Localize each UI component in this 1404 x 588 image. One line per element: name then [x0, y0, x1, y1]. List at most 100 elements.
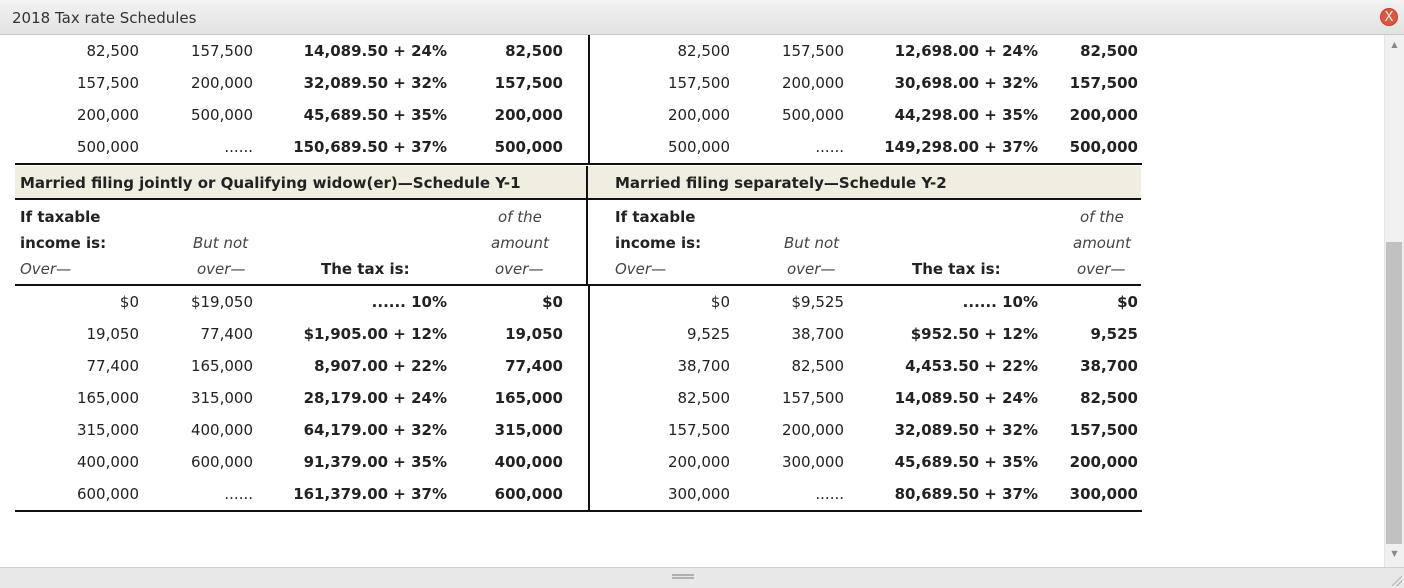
amount-over: 82,500 — [1080, 42, 1138, 60]
amount-over: 157,500 — [494, 74, 563, 92]
income-not-over: 600,000 — [190, 453, 253, 471]
tax-amount: $952.50 + 12% — [910, 325, 1038, 343]
amount-over: 157,500 — [1069, 74, 1138, 92]
tax-amount: ...... 10% — [371, 293, 447, 311]
income-over: 9,525 — [588, 318, 730, 350]
income-over: 157,500 — [588, 414, 730, 446]
amount-over: 600,000 — [447, 478, 589, 512]
amount-over: 157,500 — [1069, 421, 1138, 439]
tax-amount: 91,379.00 + 35% — [303, 453, 447, 471]
amount-over: 400,000 — [494, 453, 563, 471]
header-over2: over— — [787, 260, 836, 278]
amount-over: 315,000 — [494, 421, 563, 439]
income-not-over: 38,700 — [791, 325, 845, 343]
schedule-y2-title: Married filing separately—Schedule Y-2 — [615, 174, 947, 192]
amount-over: 200,000 — [1069, 106, 1138, 124]
header-over: Over— — [615, 260, 667, 278]
income-over: 19,050 — [86, 325, 140, 343]
table-row: $0 $19,050 ...... 10% $0 $0 $9,525 ...... 10% $… — [15, 286, 1142, 318]
status-bar — [0, 567, 1404, 588]
income-over: 400,000 — [76, 453, 139, 471]
income-over: 157,500 — [76, 74, 139, 92]
income-over: 200,000 — [76, 106, 139, 124]
income-over: 38,700 — [588, 350, 730, 382]
amount-over: 82,500 — [1080, 389, 1138, 407]
header-of-the: of the — [498, 208, 542, 226]
tax-amount: 30,698.00 + 32% — [894, 74, 1038, 92]
tax-amount: 44,298.00 + 35% — [894, 106, 1038, 124]
amount-over: 200,000 — [494, 106, 563, 124]
income-over: 82,500 — [86, 42, 140, 60]
tax-amount: $1,905.00 + 12% — [303, 325, 447, 343]
income-not-over: 157,500 — [190, 42, 253, 60]
tax-amount: 14,089.50 + 24% — [303, 42, 447, 60]
table-row: 400,000 600,000 91,379.00 + 35% 400,000 200,… — [15, 446, 1142, 478]
scroll-thumb[interactable] — [1386, 242, 1402, 544]
amount-over: 165,000 — [494, 389, 563, 407]
income-over: 200,000 — [588, 99, 730, 131]
header-over3: over— — [1077, 260, 1126, 278]
close-icon[interactable]: X — [1380, 8, 1398, 26]
income-not-over: ...... — [139, 131, 253, 165]
amount-over: 9,525 — [1090, 325, 1138, 343]
tax-amount: 12,698.00 + 24% — [894, 42, 1038, 60]
income-not-over: 300,000 — [781, 453, 844, 471]
table-row: 315,000 400,000 64,179.00 + 32% 315,000 157,… — [15, 414, 1142, 446]
column-divider — [586, 200, 588, 286]
tax-amount: ...... 10% — [962, 293, 1038, 311]
tax-amount: 161,379.00 + 37% — [253, 478, 447, 512]
amount-over: 82,500 — [505, 42, 563, 60]
income-not-over: ...... — [139, 478, 253, 512]
amount-over: 200,000 — [1069, 453, 1138, 471]
tax-amount: 28,179.00 + 24% — [303, 389, 447, 407]
income-over: 300,000 — [588, 478, 730, 512]
amount-over: $0 — [1117, 293, 1138, 311]
income-over: 315,000 — [76, 421, 139, 439]
income-not-over: 500,000 — [190, 106, 253, 124]
table-row: 500,000...... 150,689.50 + 37% 500,000 500,… — [15, 131, 1142, 165]
income-over: $0 — [119, 293, 139, 311]
income-not-over: 400,000 — [190, 421, 253, 439]
bottom-schedule-table: $0 $19,050 ...... 10% $0 $0 $9,525 ...... 10% $… — [15, 286, 1142, 512]
scroll-down-icon[interactable]: ▼ — [1391, 549, 1398, 558]
top-schedule-table: 82,500 157,500 14,089.50 + 24% 82,500 82,500… — [15, 35, 1142, 165]
income-not-over: 500,000 — [781, 106, 844, 124]
column-divider — [586, 166, 588, 200]
header-amount: amount — [1073, 234, 1131, 252]
income-over: 157,500 — [588, 67, 730, 99]
resize-handle-icon[interactable] — [1390, 574, 1402, 586]
tax-amount: 80,689.50 + 37% — [844, 478, 1038, 512]
income-not-over: $9,525 — [791, 293, 845, 311]
tax-amount: 8,907.00 + 22% — [314, 357, 447, 375]
header-tax-is: The tax is: — [321, 260, 410, 278]
income-not-over: 200,000 — [781, 74, 844, 92]
income-not-over: $19,050 — [190, 293, 253, 311]
table-row: 600,000...... 161,379.00 + 37% 600,000 300,… — [15, 478, 1142, 512]
amount-over: 77,400 — [505, 357, 563, 375]
scroll-up-icon[interactable]: ▲ — [1391, 40, 1398, 49]
income-over: 82,500 — [588, 35, 730, 67]
header-over3: over— — [495, 260, 544, 278]
header-income-is: income is: — [20, 234, 107, 252]
header-amount: amount — [491, 234, 549, 252]
schedule-header-band: Married filing jointly or Qualifying wid… — [15, 166, 1141, 200]
drag-grip-icon[interactable] — [672, 574, 694, 579]
income-over: 600,000 — [15, 478, 139, 512]
vertical-scrollbar[interactable]: ▲ ▼ — [1384, 35, 1404, 567]
income-not-over: 165,000 — [190, 357, 253, 375]
header-if-taxable: If taxable — [20, 208, 101, 226]
income-over: 82,500 — [588, 382, 730, 414]
tax-amount: 14,089.50 + 24% — [894, 389, 1038, 407]
header-over: Over— — [20, 260, 72, 278]
tax-amount: 45,689.50 + 35% — [894, 453, 1038, 471]
tax-amount: 149,298.00 + 37% — [844, 131, 1038, 165]
header-if-taxable: If taxable — [615, 208, 696, 226]
table-row: 157,500 200,000 32,089.50 + 32% 157,500 157,… — [15, 67, 1142, 99]
income-not-over: 157,500 — [781, 42, 844, 60]
schedule-content: 82,500 157,500 14,089.50 + 24% 82,500 82,500… — [0, 35, 1384, 567]
column-headers: If taxable income is: Over— But not over… — [15, 200, 1141, 286]
income-not-over: 315,000 — [190, 389, 253, 407]
header-income-is: income is: — [615, 234, 702, 252]
tax-amount: 150,689.50 + 37% — [253, 131, 447, 165]
income-not-over: ...... — [730, 131, 844, 165]
